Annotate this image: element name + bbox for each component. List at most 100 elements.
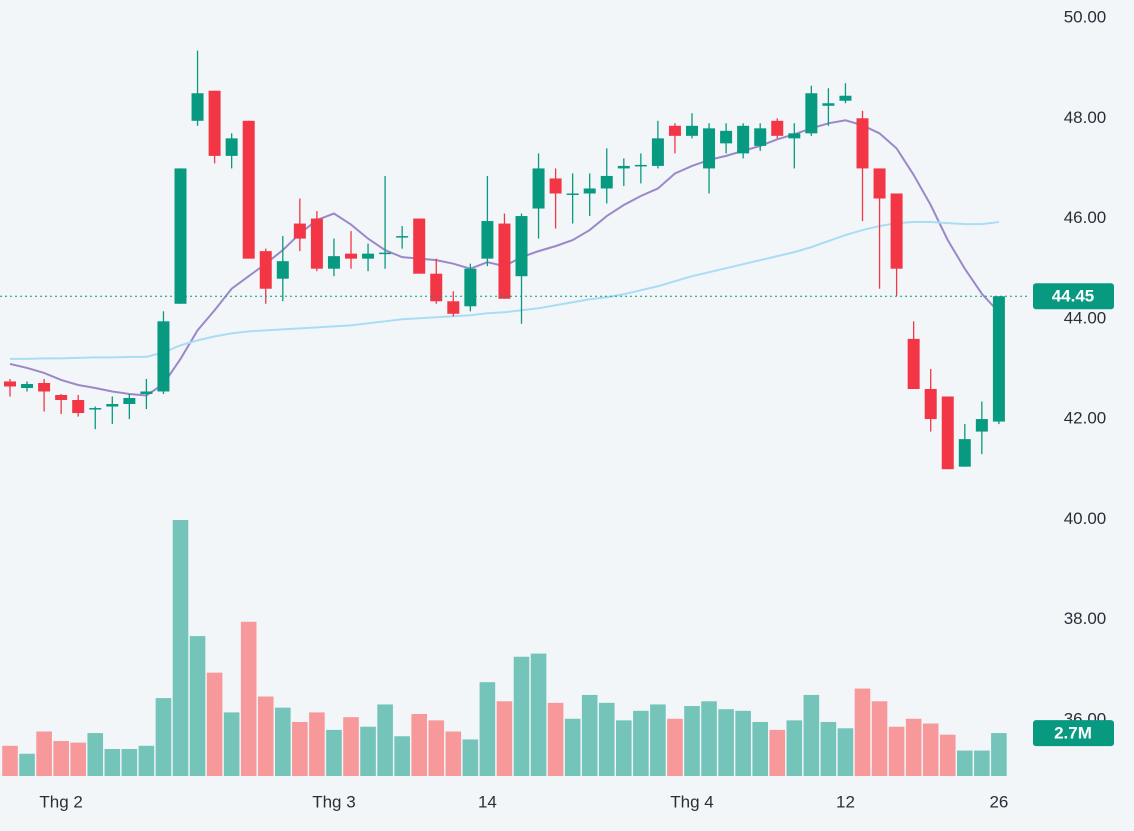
x-tick-label: 12 xyxy=(836,792,855,811)
candle-body xyxy=(651,138,664,166)
volume-bar xyxy=(445,731,462,776)
candle-body xyxy=(975,419,988,432)
volume-bar xyxy=(53,741,69,776)
candle-body xyxy=(72,400,85,414)
candle-body xyxy=(89,408,102,410)
candle-body xyxy=(839,95,852,101)
volume-bar xyxy=(854,688,871,776)
volume-bar xyxy=(684,706,700,776)
volume-bar xyxy=(377,704,393,776)
candle-body xyxy=(549,178,562,194)
candle-body xyxy=(992,296,1005,422)
volume-bar xyxy=(786,720,803,776)
volume-bar xyxy=(138,745,155,776)
volume-bar xyxy=(343,717,359,776)
volume-bar xyxy=(957,750,973,776)
volume-bar xyxy=(888,726,905,776)
y-tick-label: 46.00 xyxy=(1064,208,1107,227)
candle-body xyxy=(788,133,801,139)
candle-body xyxy=(498,223,511,299)
x-tick-label: Thg 3 xyxy=(312,792,355,811)
x-tick-label: Thg 2 xyxy=(39,792,82,811)
candle-body xyxy=(481,221,494,259)
volume-bar xyxy=(462,739,479,776)
candle-body xyxy=(123,398,136,405)
last-price-label: 44.45 xyxy=(1052,287,1095,306)
volume-bar xyxy=(19,753,35,776)
candle-body xyxy=(754,128,767,146)
candle-body xyxy=(345,253,357,259)
candle-body xyxy=(805,93,818,134)
candle-body xyxy=(38,382,51,392)
last-price-box xyxy=(1033,283,1114,310)
volume-bar xyxy=(735,710,751,776)
volume-bar xyxy=(939,734,956,776)
candle-body xyxy=(720,130,733,144)
volume-bar xyxy=(70,742,86,776)
volume-bar xyxy=(121,748,138,776)
volume-bar xyxy=(155,698,172,776)
volume-bar xyxy=(837,728,854,776)
volume-bar xyxy=(87,733,104,776)
volume-bar xyxy=(513,656,530,776)
volume-bar xyxy=(650,704,666,776)
candle-body xyxy=(293,223,306,239)
candle-body xyxy=(617,165,630,169)
candle-body xyxy=(890,193,903,269)
volume-bar xyxy=(36,731,52,776)
candle-body xyxy=(225,138,238,156)
candle-body xyxy=(822,103,835,106)
volume-bar xyxy=(598,702,615,776)
candle-body xyxy=(566,193,579,195)
volume-bar xyxy=(428,720,445,776)
candle-body xyxy=(140,391,153,394)
volume-bar xyxy=(206,672,223,776)
x-tick-label: 26 xyxy=(989,792,1008,811)
candle-body xyxy=(958,439,971,467)
volume-bar xyxy=(394,736,410,776)
candle-body xyxy=(21,383,34,388)
y-tick-label: 40.00 xyxy=(1064,509,1107,528)
volume-bar xyxy=(326,729,342,776)
candle-body xyxy=(157,321,170,392)
candle-body xyxy=(515,216,528,277)
volume-bar xyxy=(803,694,820,776)
volume-bar xyxy=(922,723,939,776)
x-tick-label: Thg 4 xyxy=(670,792,713,811)
volume-bar xyxy=(752,721,768,776)
y-tick-label: 48.00 xyxy=(1064,108,1107,127)
volume-bar xyxy=(616,720,632,776)
candle-body xyxy=(310,218,323,269)
candle-body xyxy=(856,118,869,169)
candle-body xyxy=(379,252,392,255)
candle-body xyxy=(174,168,187,304)
volume-bar xyxy=(974,750,990,776)
candle-body xyxy=(259,251,272,289)
volume-bar xyxy=(189,636,206,776)
volume-bar xyxy=(104,748,121,776)
moving-average xyxy=(10,221,1000,360)
candle-body xyxy=(907,338,920,389)
volume-bar xyxy=(240,621,257,776)
volume-bar xyxy=(667,718,683,776)
candle-body xyxy=(924,388,937,420)
volume-bar xyxy=(360,726,376,776)
candle-body xyxy=(600,175,613,189)
volume-bar xyxy=(2,745,18,776)
volume-bar xyxy=(581,694,598,776)
candle-body xyxy=(362,253,375,259)
candle-body xyxy=(413,218,426,274)
volume-bar xyxy=(530,653,547,776)
candle-body xyxy=(447,301,460,314)
volume-bar xyxy=(411,713,427,776)
candle-body xyxy=(106,404,119,407)
volume-bar xyxy=(905,718,922,776)
candle-body xyxy=(703,128,716,169)
volume-bar xyxy=(223,712,240,776)
candle-body xyxy=(464,268,477,307)
candle-body xyxy=(873,168,886,199)
y-tick-label: 38.00 xyxy=(1064,609,1107,628)
volume-bar xyxy=(701,701,717,776)
volume-bar xyxy=(479,682,496,776)
candle-body xyxy=(583,188,596,194)
